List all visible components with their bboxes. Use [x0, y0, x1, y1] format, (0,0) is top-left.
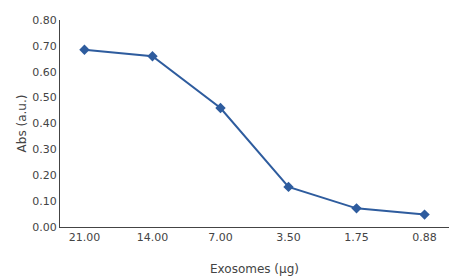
svg-text:21.00: 21.00	[69, 231, 101, 244]
svg-text:0.60: 0.60	[32, 66, 57, 79]
svg-text:0.20: 0.20	[32, 169, 57, 182]
svg-text:3.50: 3.50	[276, 231, 301, 244]
svg-text:1.75: 1.75	[344, 231, 369, 244]
svg-text:0.50: 0.50	[32, 91, 57, 104]
svg-text:14.00: 14.00	[137, 231, 169, 244]
svg-text:Exosomes (μg): Exosomes (μg)	[210, 262, 299, 276]
svg-text:0.88: 0.88	[412, 231, 437, 244]
svg-text:0.00: 0.00	[32, 221, 57, 234]
svg-text:0.30: 0.30	[32, 143, 57, 156]
svg-text:0.40: 0.40	[32, 117, 57, 130]
svg-text:0.10: 0.10	[32, 195, 57, 208]
svg-text:0.80: 0.80	[32, 14, 57, 27]
svg-text:Abs (a.u.): Abs (a.u.)	[15, 95, 29, 153]
svg-text:7.00: 7.00	[208, 231, 233, 244]
svg-text:0.70: 0.70	[32, 40, 57, 53]
